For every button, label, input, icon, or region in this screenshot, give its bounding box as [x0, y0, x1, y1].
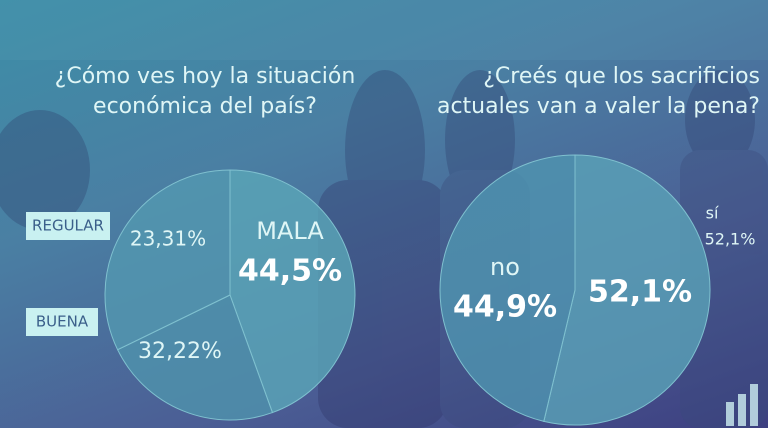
- value-label: 44,5%: [238, 254, 342, 289]
- category-box: [26, 308, 98, 336]
- category-label: no: [490, 253, 520, 281]
- logo-icon: [726, 384, 758, 426]
- value-label: 23,31%: [130, 227, 206, 251]
- value-label: 52,1%: [705, 230, 756, 249]
- pie-slice: [439, 154, 576, 422]
- pie-slice: [104, 169, 231, 351]
- value-label: 52,1%: [588, 275, 692, 310]
- value-label: 32,22%: [138, 339, 222, 364]
- category-box: [26, 212, 110, 240]
- pie-slice: [116, 294, 274, 421]
- category-label: BUENA: [36, 313, 89, 331]
- pie-slice: [229, 169, 356, 414]
- pie-slice: [543, 154, 711, 426]
- category-label: sí: [706, 204, 719, 223]
- category-label: REGULAR: [32, 217, 104, 235]
- value-label: 44,9%: [453, 290, 557, 325]
- chart-title: ¿Creés que los sacrificios actuales van …: [436, 64, 760, 119]
- chart-title: ¿Cómo ves hoy la situación económica del…: [54, 64, 356, 119]
- category-label: MALA: [256, 217, 324, 245]
